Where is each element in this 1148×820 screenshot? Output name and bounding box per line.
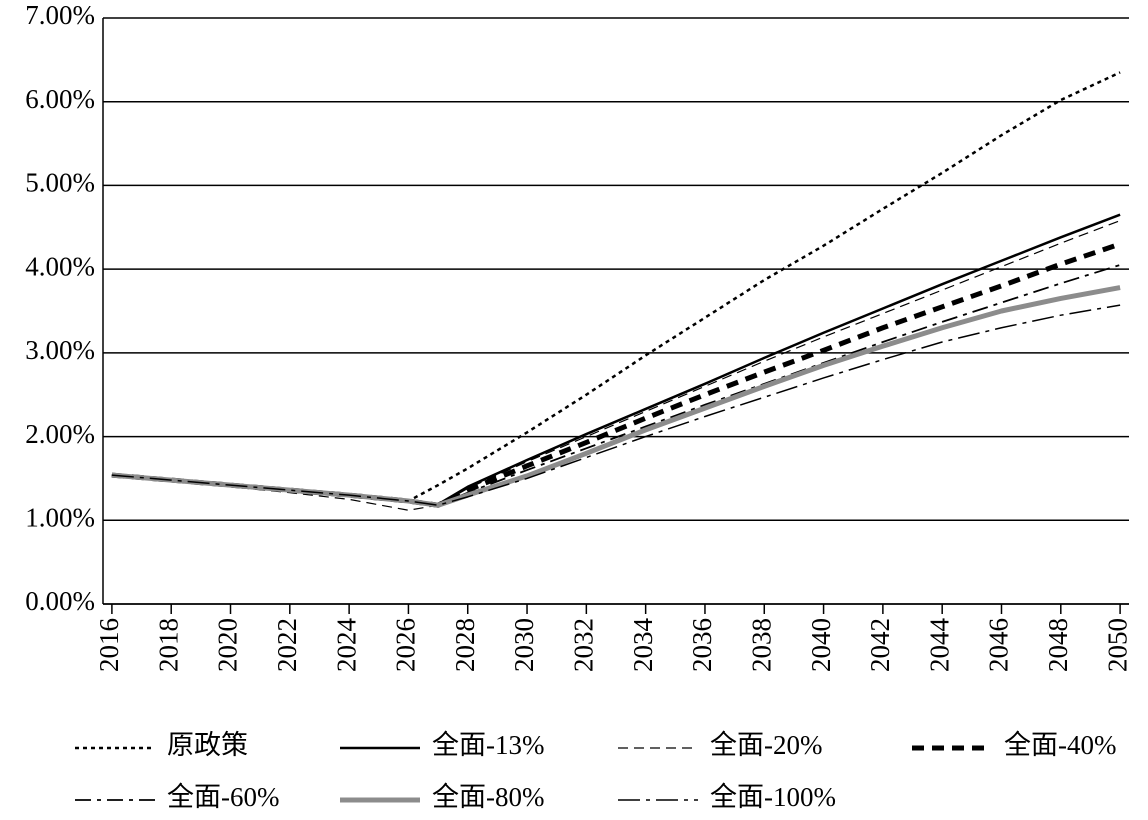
x-tick-label: 2046 [984,618,1014,672]
series-line [111,304,1121,506]
x-tick-label: 2040 [806,618,836,672]
y-tick-label: 0.00% [25,586,95,616]
legend-label: 原政策 [167,730,248,760]
x-tick-label: 2024 [331,618,361,673]
x-tick-label: 2030 [509,618,539,672]
x-tick-label: 2018 [153,618,183,672]
x-tick-label: 2022 [272,618,302,672]
legend-label: 全面-13% [432,730,544,760]
series-line [111,264,1121,507]
series-line [111,241,1121,508]
x-tick-label: 2032 [569,618,599,672]
legend-label: 全面-100% [710,782,836,812]
legend-label: 全面-20% [710,730,822,760]
y-tick-label: 6.00% [25,84,95,114]
series-line [111,213,1121,506]
x-tick-label: 2034 [628,618,658,673]
y-tick-label: 5.00% [25,168,95,198]
y-tick-label: 7.00% [25,0,95,30]
x-tick-label: 2026 [391,618,421,672]
x-tick-label: 2038 [746,618,776,672]
legend-label: 全面-40% [1004,730,1116,760]
x-tick-label: 2016 [94,618,124,672]
x-tick-label: 2048 [1043,618,1073,672]
x-tick-label: 2050 [1102,618,1132,672]
legend-label: 全面-80% [432,782,544,812]
y-tick-label: 3.00% [25,335,95,365]
legend-label: 全面-60% [167,782,279,812]
x-tick-label: 2042 [865,618,895,672]
x-tick-label: 2044 [924,618,954,673]
x-tick-label: 2020 [213,618,243,672]
series-line [111,220,1121,511]
y-tick-label: 2.00% [25,419,95,449]
y-tick-label: 1.00% [25,502,95,532]
series-line [111,285,1121,508]
x-tick-label: 2028 [450,618,480,672]
x-tick-label: 2036 [687,618,717,672]
y-tick-label: 4.00% [25,251,95,281]
